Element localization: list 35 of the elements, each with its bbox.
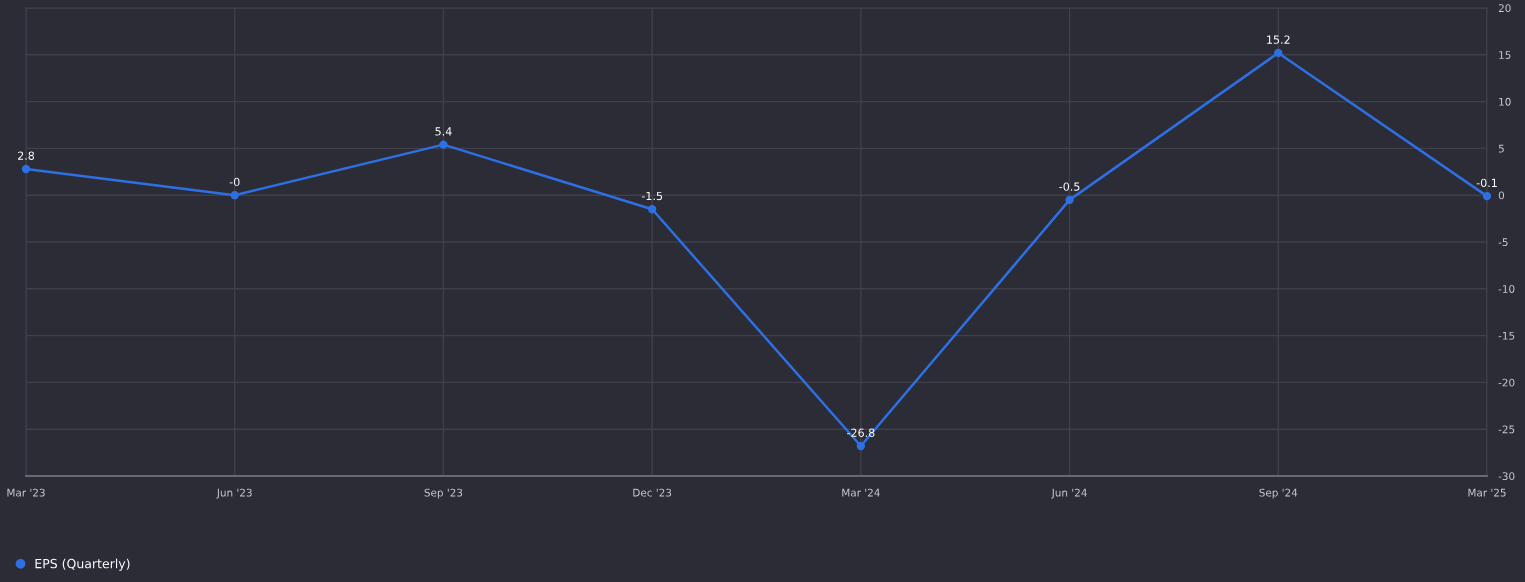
data-label: 5.4 [435, 127, 452, 136]
y-tick-label: 5 [1498, 144, 1504, 153]
x-tick-label: Sep '24 [1259, 488, 1298, 499]
x-tick-label: Mar '23 [7, 488, 45, 497]
y-tick-label: 10 [1499, 97, 1511, 106]
x-tick-label: Mar '25 [1468, 488, 1506, 497]
x-tick-label: Dec '23 [633, 488, 672, 497]
point [647, 205, 657, 214]
point [1274, 48, 1283, 58]
y-tick-label: 0 [1498, 191, 1505, 200]
x-tick-label: Sep '23 [424, 488, 463, 499]
y-tick-label: -15 [1498, 331, 1515, 340]
data-label: -0 [229, 177, 240, 187]
point [439, 140, 448, 149]
y-tick-label: -10 [1498, 285, 1515, 293]
point [230, 191, 239, 200]
y-tick-label: 15 [1499, 51, 1511, 59]
x-tick-label: Jun '23 [216, 488, 252, 499]
data-label: -0.5 [1059, 182, 1080, 191]
point [21, 164, 31, 174]
y-tick-label: -25 [1498, 425, 1515, 434]
point [1065, 195, 1074, 205]
x-tick-label: Jun '24 [1051, 488, 1087, 499]
legend-label: EPS (Quarterly) [35, 558, 130, 571]
data-label: -0.1 [1476, 178, 1497, 188]
y-tick-label: 20 [1498, 4, 1511, 13]
data-label: 2.8 [17, 151, 35, 160]
point [856, 441, 866, 451]
x-tick-label: Mar '24 [842, 488, 880, 497]
point [1482, 191, 1492, 201]
y-tick-label: -30 [1498, 472, 1515, 481]
y-tick-label: -5 [1498, 238, 1508, 247]
data-label: -1.5 [641, 191, 663, 201]
y-tick-label: -20 [1498, 378, 1515, 387]
data-label: 15.2 [1267, 35, 1290, 44]
